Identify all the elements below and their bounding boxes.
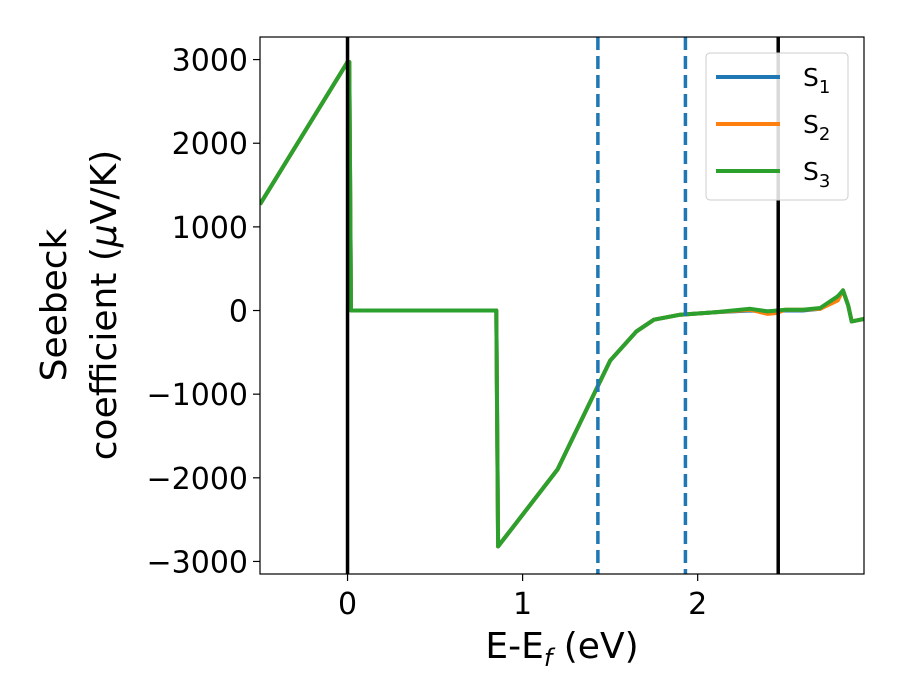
series-line-s3 xyxy=(260,60,864,549)
x-axis-title: E-Ef (eV) xyxy=(485,626,638,672)
y-axis-title-line1: Seebeck xyxy=(34,228,75,381)
y-axis-title-line2: coefficient (μV/K) xyxy=(84,150,125,460)
legend-label-s1: S1 xyxy=(803,63,830,98)
y-tick-label: −2000 xyxy=(147,462,248,497)
y-tick-label: 3000 xyxy=(172,44,248,79)
y-tick-label: 0 xyxy=(229,295,248,330)
legend-label-s2: S2 xyxy=(803,110,830,145)
y-tick-label: 1000 xyxy=(172,211,248,246)
plot-frame xyxy=(259,36,865,575)
y-tick-label: −3000 xyxy=(147,545,248,580)
x-tick-label: 1 xyxy=(513,587,532,622)
y-tick-label: 2000 xyxy=(172,127,248,162)
legend: S1 S2 S3 xyxy=(705,52,849,201)
x-tick-label: 0 xyxy=(338,587,357,622)
legend-label-s3: S3 xyxy=(803,157,830,192)
x-tick-label: 2 xyxy=(688,587,707,622)
legend-box xyxy=(705,52,849,201)
y-tick-label: −1000 xyxy=(147,378,248,413)
